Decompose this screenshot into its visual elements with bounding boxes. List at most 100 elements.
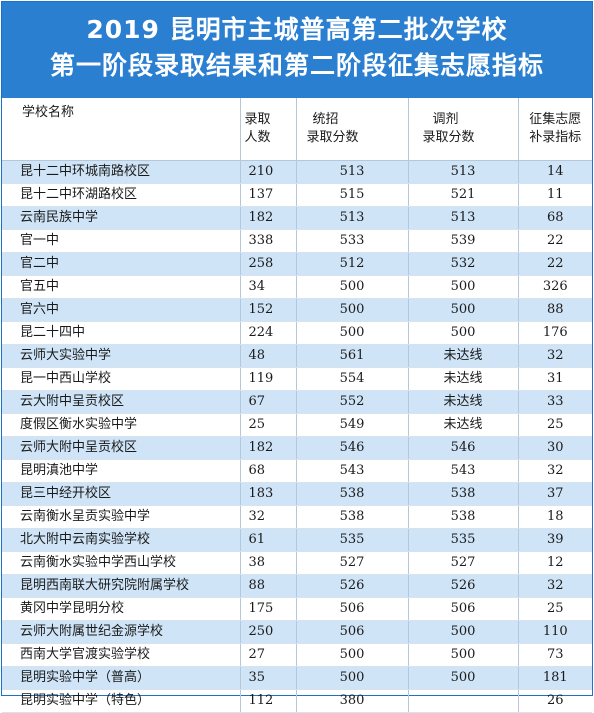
school-name-cell: 昆十二中环城南路校区 — [2, 160, 240, 184]
unified-score-cell: 513 — [295, 160, 408, 184]
admitted-count-cell: 27 — [239, 643, 296, 667]
unified-score-cell: 500 — [295, 643, 408, 667]
unified-score-cell: 506 — [295, 597, 408, 621]
unified-score-cell: 500 — [295, 321, 408, 345]
unified-score-cell: 549 — [295, 413, 408, 437]
quota-cell: 25 — [517, 597, 592, 621]
adjusted-score-cell: 506 — [407, 597, 518, 621]
unified-score-cell: 380 — [295, 689, 408, 713]
adjusted-score-cell: 500 — [407, 620, 518, 644]
unified-score-cell: 500 — [295, 666, 408, 690]
quota-cell: 68 — [517, 206, 592, 230]
admitted-count-cell: 258 — [239, 252, 296, 276]
school-name-cell: 官五中 — [2, 275, 240, 299]
unified-score-cell: 527 — [295, 551, 408, 575]
quota-cell: 326 — [517, 275, 592, 299]
adjusted-score-cell: 未达线 — [407, 344, 518, 368]
quota-cell: 14 — [517, 160, 592, 184]
school-name-cell: 云师大附中呈贡校区 — [2, 436, 240, 460]
quota-cell: 31 — [517, 367, 592, 391]
table-row: 云南衡水呈贡实验中学 32 538 538 18 — [2, 505, 592, 529]
quota-cell: 88 — [517, 298, 592, 322]
header-unified-line1: 统招 — [312, 112, 339, 127]
unified-score-cell: 554 — [295, 367, 408, 391]
unified-score-cell: 535 — [295, 528, 408, 552]
school-name-cell: 云大附中呈贡校区 — [2, 390, 240, 414]
admitted-count-cell: 88 — [239, 574, 296, 598]
unified-score-cell: 515 — [295, 183, 408, 207]
table-row: 黄冈中学昆明分校 175 506 506 25 — [2, 597, 592, 621]
admitted-count-cell: 338 — [239, 229, 296, 253]
admitted-count-cell: 38 — [239, 551, 296, 575]
table-row: 西南大学官渡实验学校 27 500 500 73 — [2, 643, 592, 667]
unified-score-cell: 500 — [295, 298, 408, 322]
admitted-count-cell: 61 — [239, 528, 296, 552]
adjusted-score-cell: 543 — [407, 459, 518, 483]
quota-cell: 181 — [517, 666, 592, 690]
unified-score-cell: 543 — [295, 459, 408, 483]
adjusted-score-cell: 521 — [407, 183, 518, 207]
table-row: 昆明实验中学（普高） 35 500 500 181 — [2, 666, 592, 690]
school-name-cell: 云南衡水实验中学西山学校 — [2, 551, 240, 575]
school-name-cell: 官六中 — [2, 298, 240, 322]
results-table: 学校名称 录取 人数 统招 录取分数 调剂 录取分数 征集志愿 补录指标 — [2, 98, 592, 713]
header-unified-score: 统招 录取分数 — [295, 98, 408, 161]
adjusted-score-cell: 513 — [407, 206, 518, 230]
admitted-count-cell: 250 — [239, 620, 296, 644]
table-header-row: 学校名称 录取 人数 统招 录取分数 调剂 录取分数 征集志愿 补录指标 — [2, 98, 592, 161]
adjusted-score-cell: 532 — [407, 252, 518, 276]
quota-cell: 33 — [517, 390, 592, 414]
header-quota-line1: 征集志愿 — [529, 112, 582, 127]
quota-cell: 176 — [517, 321, 592, 345]
table-row: 昆一中西山学校 119 554 未达线 31 — [2, 367, 592, 391]
admitted-count-cell: 32 — [239, 505, 296, 529]
table-row: 昆三中经开校区 183 538 538 37 — [2, 482, 592, 506]
unified-score-cell: 526 — [295, 574, 408, 598]
admitted-count-cell: 112 — [239, 689, 296, 713]
admitted-count-cell: 183 — [239, 482, 296, 506]
table-row: 云师大实验中学 48 561 未达线 32 — [2, 344, 592, 368]
table-body: 昆十二中环城南路校区 210 513 513 14 昆十二中环湖路校区 137 515 521 1… — [2, 160, 592, 713]
unified-score-cell: 533 — [295, 229, 408, 253]
table-row: 官五中 34 500 500 326 — [2, 275, 592, 299]
quota-cell: 32 — [517, 459, 592, 483]
header-adjusted-line1: 调剂 — [432, 112, 459, 127]
quota-cell: 110 — [517, 620, 592, 644]
table-row: 云师大附属世纪金源学校 250 506 500 110 — [2, 620, 592, 644]
unified-score-cell: 552 — [295, 390, 408, 414]
header-quota: 征集志愿 补录指标 — [517, 98, 592, 161]
unified-score-cell: 561 — [295, 344, 408, 368]
table-row: 官一中 338 533 539 22 — [2, 229, 592, 253]
quota-cell: 32 — [517, 574, 592, 598]
header-school: 学校名称 — [2, 98, 240, 161]
quota-cell: 39 — [517, 528, 592, 552]
adjusted-score-cell: 500 — [407, 275, 518, 299]
quota-cell: 18 — [517, 505, 592, 529]
table-row: 云南衡水实验中学西山学校 38 527 527 12 — [2, 551, 592, 575]
school-name-cell: 昆三中经开校区 — [2, 482, 240, 506]
admitted-count-cell: 35 — [239, 666, 296, 690]
school-name-cell: 昆一中西山学校 — [2, 367, 240, 391]
unified-score-cell: 506 — [295, 620, 408, 644]
admitted-count-cell: 34 — [239, 275, 296, 299]
adjusted-score-cell: 526 — [407, 574, 518, 598]
school-name-cell: 云师大实验中学 — [2, 344, 240, 368]
school-name-cell: 云师大附属世纪金源学校 — [2, 620, 240, 644]
admitted-count-cell: 182 — [239, 206, 296, 230]
adjusted-score-cell: 513 — [407, 160, 518, 184]
title-line-1: 2019 昆明市主城普高第二批次学校 — [86, 15, 508, 44]
table-row: 昆明滇池中学 68 543 543 32 — [2, 459, 592, 483]
school-name-cell: 官二中 — [2, 252, 240, 276]
table-row: 云大附中呈贡校区 67 552 未达线 33 — [2, 390, 592, 414]
quota-cell: 30 — [517, 436, 592, 460]
school-name-cell: 昆十二中环湖路校区 — [2, 183, 240, 207]
school-name-cell: 昆明实验中学（特色） — [2, 689, 240, 713]
school-name-cell: 昆明实验中学（普高） — [2, 666, 240, 690]
unified-score-cell: 538 — [295, 482, 408, 506]
admitted-count-cell: 224 — [239, 321, 296, 345]
admitted-count-cell: 175 — [239, 597, 296, 621]
adjusted-score-cell: 535 — [407, 528, 518, 552]
admitted-count-cell: 68 — [239, 459, 296, 483]
school-name-cell: 北大附中云南实验学校 — [2, 528, 240, 552]
table-row: 昆十二中环城南路校区 210 513 513 14 — [2, 160, 592, 184]
